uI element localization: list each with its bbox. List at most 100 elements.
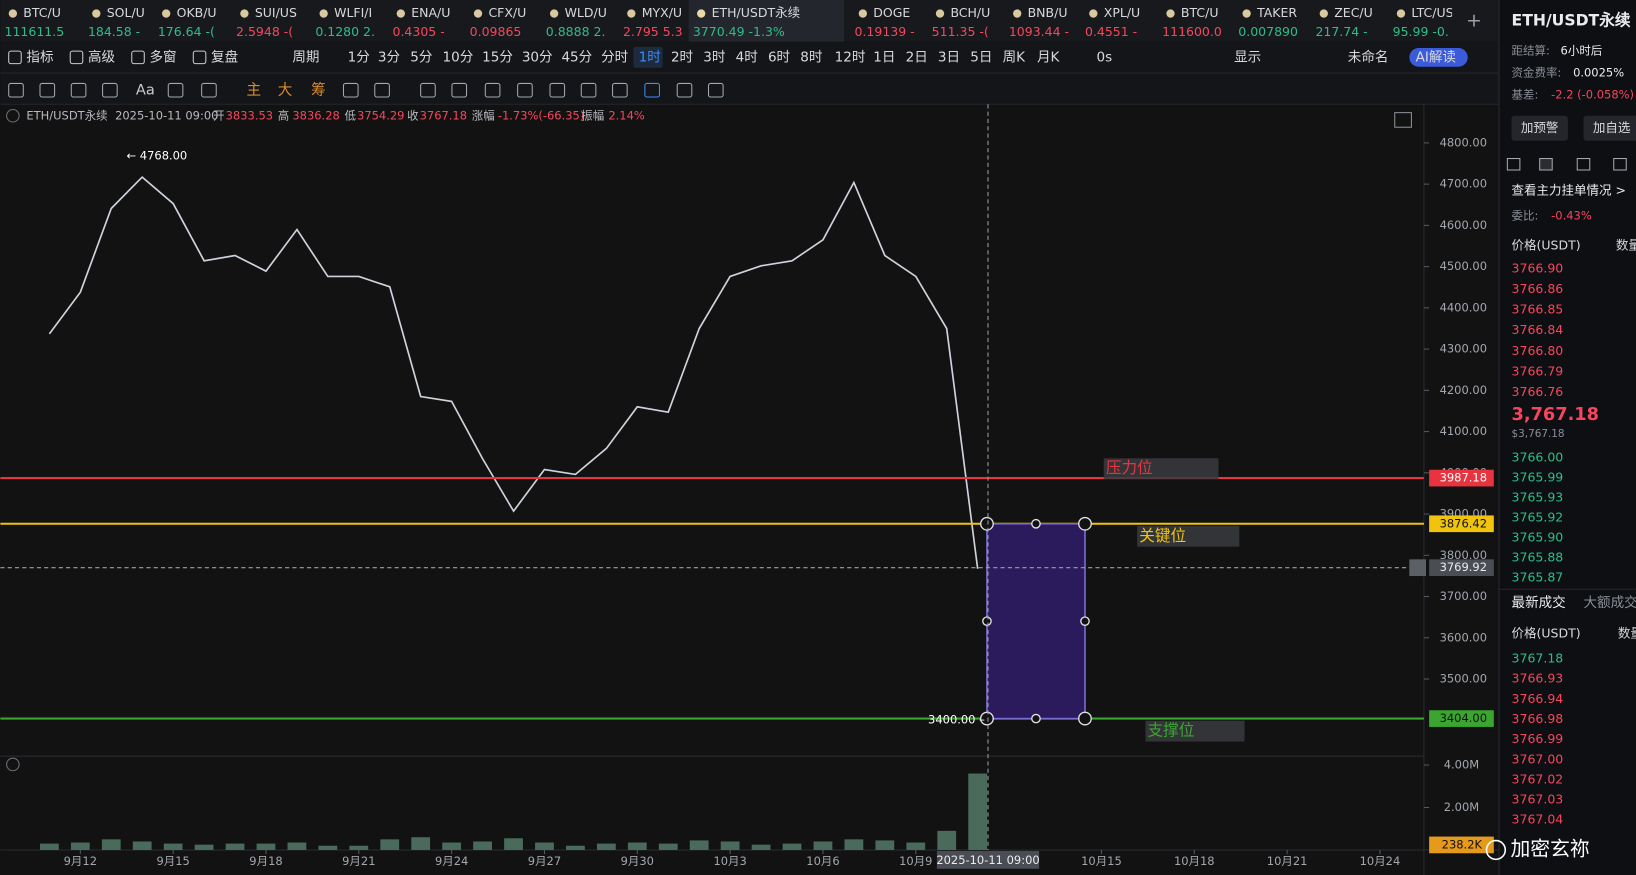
toolbar-item[interactable]: 分时: [601, 49, 629, 65]
range-handle[interactable]: [1031, 518, 1041, 529]
tool-icon[interactable]: [374, 82, 390, 98]
tool-icon[interactable]: [580, 82, 597, 98]
ticker-name[interactable]: BNB/U: [1028, 5, 1068, 20]
tool-icon[interactable]: [102, 82, 118, 98]
ticker-name[interactable]: BTC/U: [23, 5, 61, 20]
toolbar-item[interactable]: 复盘: [211, 48, 238, 65]
toolbar-item[interactable]: 周K: [1003, 49, 1027, 65]
toolbar-item[interactable]: 周期: [292, 49, 319, 65]
fullscreen-icon[interactable]: [1394, 112, 1412, 128]
tool[interactable]: 主: [246, 82, 261, 99]
ticker-quote[interactable]: 3770.49 -1.3%: [693, 24, 785, 39]
ticker-quote[interactable]: 184.58 -: [88, 24, 140, 39]
toolbar-item[interactable]: 5分: [410, 49, 433, 65]
toolbar-item[interactable]: 12时: [835, 49, 866, 65]
panel-icon[interactable]: [1506, 158, 1521, 171]
tool-icon[interactable]: [707, 82, 724, 98]
toolbar-item[interactable]: 3时: [703, 49, 726, 65]
toolbar-item[interactable]: 0s: [1096, 49, 1112, 65]
range-handle[interactable]: [980, 711, 994, 726]
toolbar-item[interactable]: 15分: [482, 49, 513, 65]
panel-icon[interactable]: [1576, 158, 1591, 171]
ticker-quote[interactable]: 0.007890: [1238, 24, 1298, 39]
toolbar-item[interactable]: 月K: [1037, 49, 1061, 65]
toolbar-item[interactable]: AI解读: [1416, 49, 1456, 65]
tool-icon[interactable]: [420, 82, 436, 98]
ticker-name[interactable]: WLD/U: [565, 5, 607, 20]
toolbar-item[interactable]: 5日: [970, 49, 992, 65]
tool-icon[interactable]: [612, 82, 628, 98]
tool-icon[interactable]: [644, 82, 660, 98]
tool[interactable]: Aa: [136, 82, 155, 99]
toolbar-item[interactable]: 显示: [1234, 49, 1261, 65]
ticker-name[interactable]: ZEC/U: [1334, 5, 1373, 20]
toolbar-item[interactable]: 10分: [443, 49, 474, 65]
toolbar-item[interactable]: 高级: [88, 48, 116, 65]
toolbar-item[interactable]: 3分: [378, 49, 401, 65]
ticker-name[interactable]: MYX/U: [642, 5, 682, 20]
ticker-quote[interactable]: 0.8888 2.: [546, 24, 606, 39]
range-handle[interactable]: [1031, 713, 1041, 724]
ticker-quote[interactable]: 111600.0: [1162, 24, 1222, 39]
ticker-quote[interactable]: 511.35 -(: [932, 24, 989, 39]
toolbar-item[interactable]: 45分: [561, 49, 592, 65]
panel-icon[interactable]: [1539, 158, 1553, 171]
tool-icon[interactable]: [167, 82, 184, 98]
toolbar-item[interactable]: 2日: [906, 49, 928, 65]
tool-icon[interactable]: [70, 82, 87, 98]
toolbar-item[interactable]: 1日: [873, 49, 895, 65]
ticker-quote[interactable]: 1093.44 -: [1009, 24, 1069, 39]
panel-button[interactable]: [1583, 115, 1636, 141]
panel-tab[interactable]: 大额成交: [1583, 594, 1636, 611]
tool-icon[interactable]: [484, 82, 501, 98]
ticker-name[interactable]: LTC/US: [1411, 5, 1453, 20]
ticker-quote[interactable]: 0.4551 -: [1085, 24, 1137, 39]
collapse-icon[interactable]: [6, 757, 20, 772]
tool-icon[interactable]: [451, 82, 468, 98]
panel-button[interactable]: [1511, 115, 1568, 141]
toolbar-item[interactable]: 1时: [639, 49, 662, 65]
depth-link[interactable]: 查看主力挂单情况 >: [1512, 182, 1626, 197]
ticker-name[interactable]: SOL/U: [107, 5, 145, 20]
toolbar-item[interactable]: 指标: [26, 49, 53, 65]
ticker-name[interactable]: BTC/U: [1181, 5, 1219, 20]
ticker-quote[interactable]: 95.99 -0.: [1393, 24, 1449, 39]
ticker-quote[interactable]: 0.09865: [470, 24, 522, 39]
tool[interactable]: 大: [278, 82, 293, 99]
ticker-quote[interactable]: 0.19139 -: [855, 24, 915, 39]
ticker-quote[interactable]: 217.74 -: [1315, 24, 1367, 39]
tool-icon[interactable]: [517, 82, 533, 98]
toolbar-item[interactable]: 3日: [938, 49, 960, 65]
range-handle[interactable]: [982, 616, 992, 627]
panel-button-label[interactable]: 加自选: [1593, 120, 1631, 135]
ticker-name[interactable]: ENA/U: [411, 5, 450, 20]
ticker-name[interactable]: CFX/U: [488, 5, 526, 20]
toolbar-item[interactable]: 6时: [768, 49, 791, 65]
tool-icon[interactable]: [39, 82, 56, 98]
tool-icon[interactable]: [342, 82, 359, 98]
toolbar-item[interactable]: 8时: [800, 49, 823, 65]
toolbar-item[interactable]: 30分: [522, 49, 553, 65]
panel-button-label[interactable]: 加预警: [1521, 120, 1559, 135]
range-handle[interactable]: [1078, 711, 1092, 726]
toolbar-item[interactable]: 多窗: [149, 48, 176, 65]
tool-icon[interactable]: [201, 82, 217, 98]
panel-tab[interactable]: 最新成交: [1512, 594, 1566, 611]
ticker-name[interactable]: TAKER: [1256, 5, 1297, 20]
ticker-name[interactable]: SUI/US: [255, 5, 297, 20]
ticker-name[interactable]: ETH/USDT永续: [712, 5, 801, 20]
ticker-quote[interactable]: 111611.5: [5, 24, 65, 39]
toolbar-item[interactable]: 未命名: [1348, 48, 1389, 65]
add-tab-icon[interactable]: +: [1466, 10, 1482, 31]
ticker-quote[interactable]: 176.64 -(: [158, 24, 215, 39]
range-handle[interactable]: [1078, 516, 1092, 531]
toolbar-item[interactable]: 4时: [736, 49, 759, 65]
ticker-name[interactable]: WLFI/I: [334, 5, 372, 20]
collapse-icon[interactable]: [6, 108, 20, 123]
range-handle[interactable]: [1080, 616, 1090, 627]
ticker-quote[interactable]: 0.4305 -: [392, 24, 444, 39]
toolbar-item[interactable]: 1分: [348, 49, 371, 65]
ticker-name[interactable]: OKB/U: [177, 5, 217, 20]
toolbar-item[interactable]: 2时: [671, 49, 694, 65]
tool[interactable]: 筹: [311, 82, 326, 99]
